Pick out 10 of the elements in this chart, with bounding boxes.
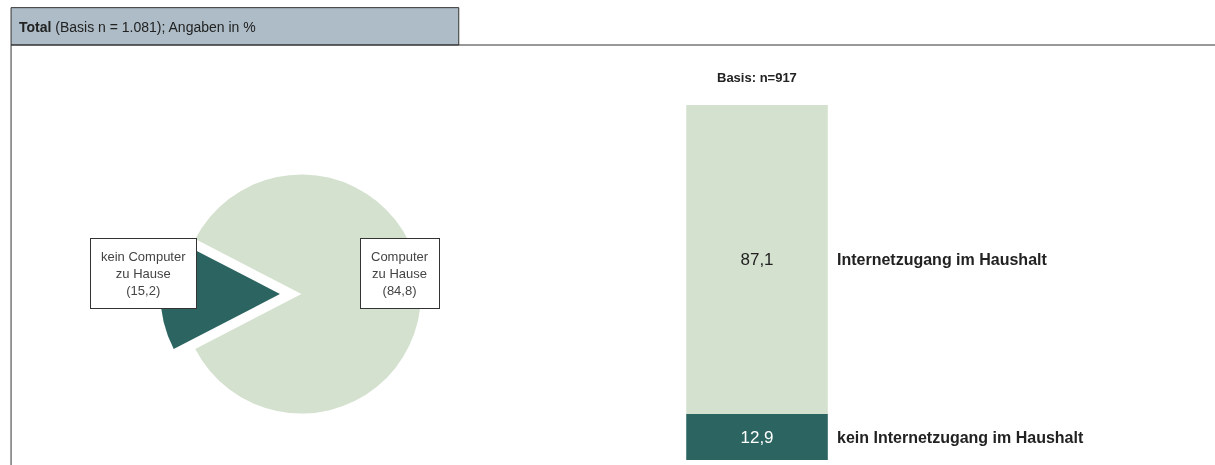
slice-label: kein Computer zu Hause [101,249,187,281]
series-label: kein Internetzugang im Haushalt [837,429,1084,446]
slice-label: Computer zu Hause [371,249,429,281]
data-label: 87,1 [740,250,774,270]
data-label: (84,8) [382,282,417,298]
data-label: (15,2) [126,282,161,298]
data-label: 12,9 [740,427,774,447]
chart-title: Total (Basis n = 1.081); Angaben in % [19,19,256,35]
chart-subtitle: Basis: n=917 [717,70,797,85]
series-label: Internetzugang im Haushalt [837,251,1048,268]
